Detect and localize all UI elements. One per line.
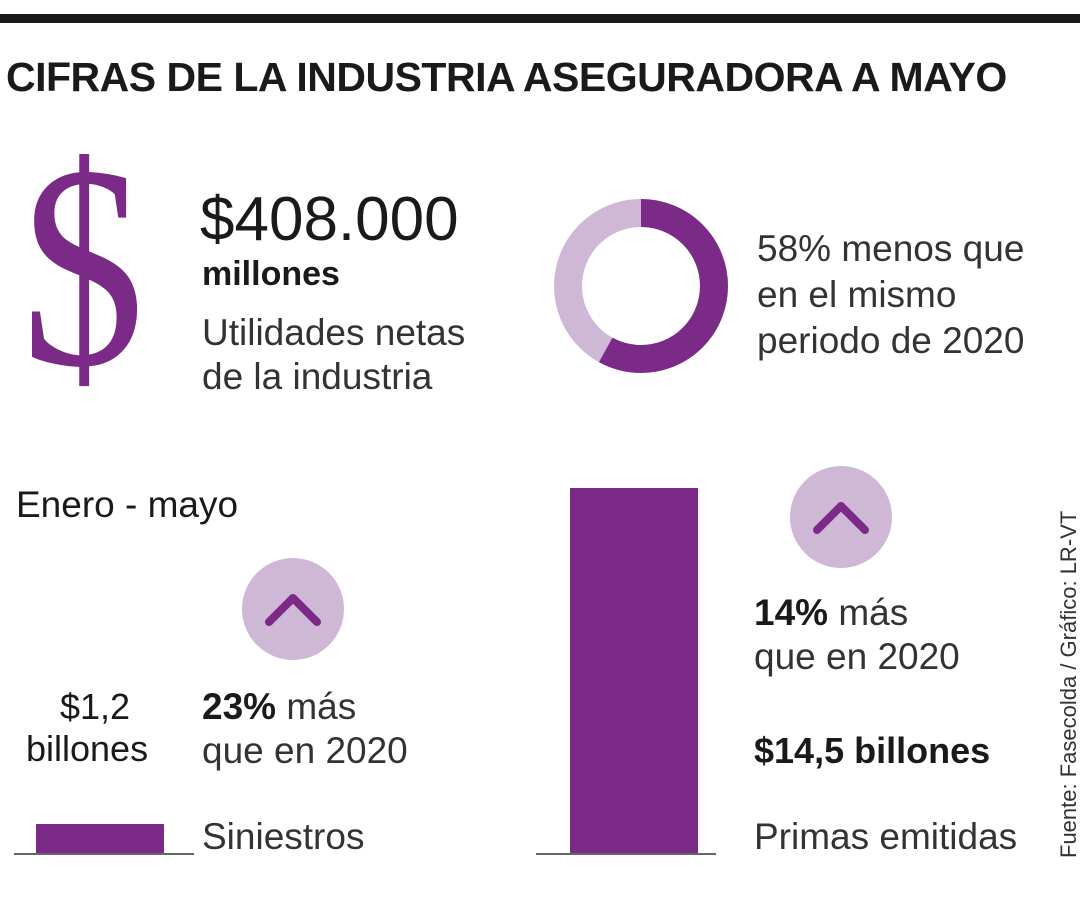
baseline-left [14, 853, 194, 855]
profit-unit: millones [202, 255, 340, 293]
bar-siniestros [36, 823, 164, 854]
profit-desc-line1: Utilidades netas [202, 312, 466, 353]
category-label-siniestros: Siniestros [202, 816, 365, 857]
chevron-up-icon [790, 466, 892, 568]
chevron-up-icon [242, 558, 344, 660]
decline-line3: periodo de 2020 [757, 320, 1025, 361]
top-rule [0, 14, 1080, 23]
siniestros-change: 23% más [202, 686, 356, 728]
category-label-primas-emitidas: Primas emitidas [754, 816, 1018, 857]
primas-change: 14% más [754, 592, 908, 634]
source-credit: Fuente: Fasecolda / Gráfico: LR-VT [1056, 510, 1080, 858]
baseline-right [536, 853, 716, 855]
decline-line1: 58% menos que [757, 228, 1025, 269]
profit-amount: $408.000 [200, 185, 459, 254]
siniestros-change-pct: 23% [202, 686, 277, 727]
primas-value: $14,5 billones [754, 730, 991, 771]
decline-donut [554, 199, 728, 373]
siniestros-value-line2: billones [26, 728, 149, 769]
profit-desc-line2: de la industria [202, 356, 433, 397]
siniestros-value-line1: $1,2 [60, 686, 131, 727]
bar-primas-emitidas [570, 488, 698, 854]
dollar-sign-icon: $ [21, 106, 145, 427]
page-title: CIFRAS DE LA INDUSTRIA ASEGURADORA A MAY… [6, 54, 1007, 100]
primas-change-rest: más [828, 592, 909, 633]
decline-line2: en el mismo [757, 274, 957, 315]
donut-segment [554, 199, 728, 373]
siniestros-change-rest: más [276, 686, 357, 727]
primas-change-pct: 14% [754, 592, 829, 633]
primas-change-line2: que en 2020 [754, 636, 960, 677]
period-label: Enero - mayo [16, 484, 239, 525]
siniestros-change-line2: que en 2020 [202, 730, 408, 771]
